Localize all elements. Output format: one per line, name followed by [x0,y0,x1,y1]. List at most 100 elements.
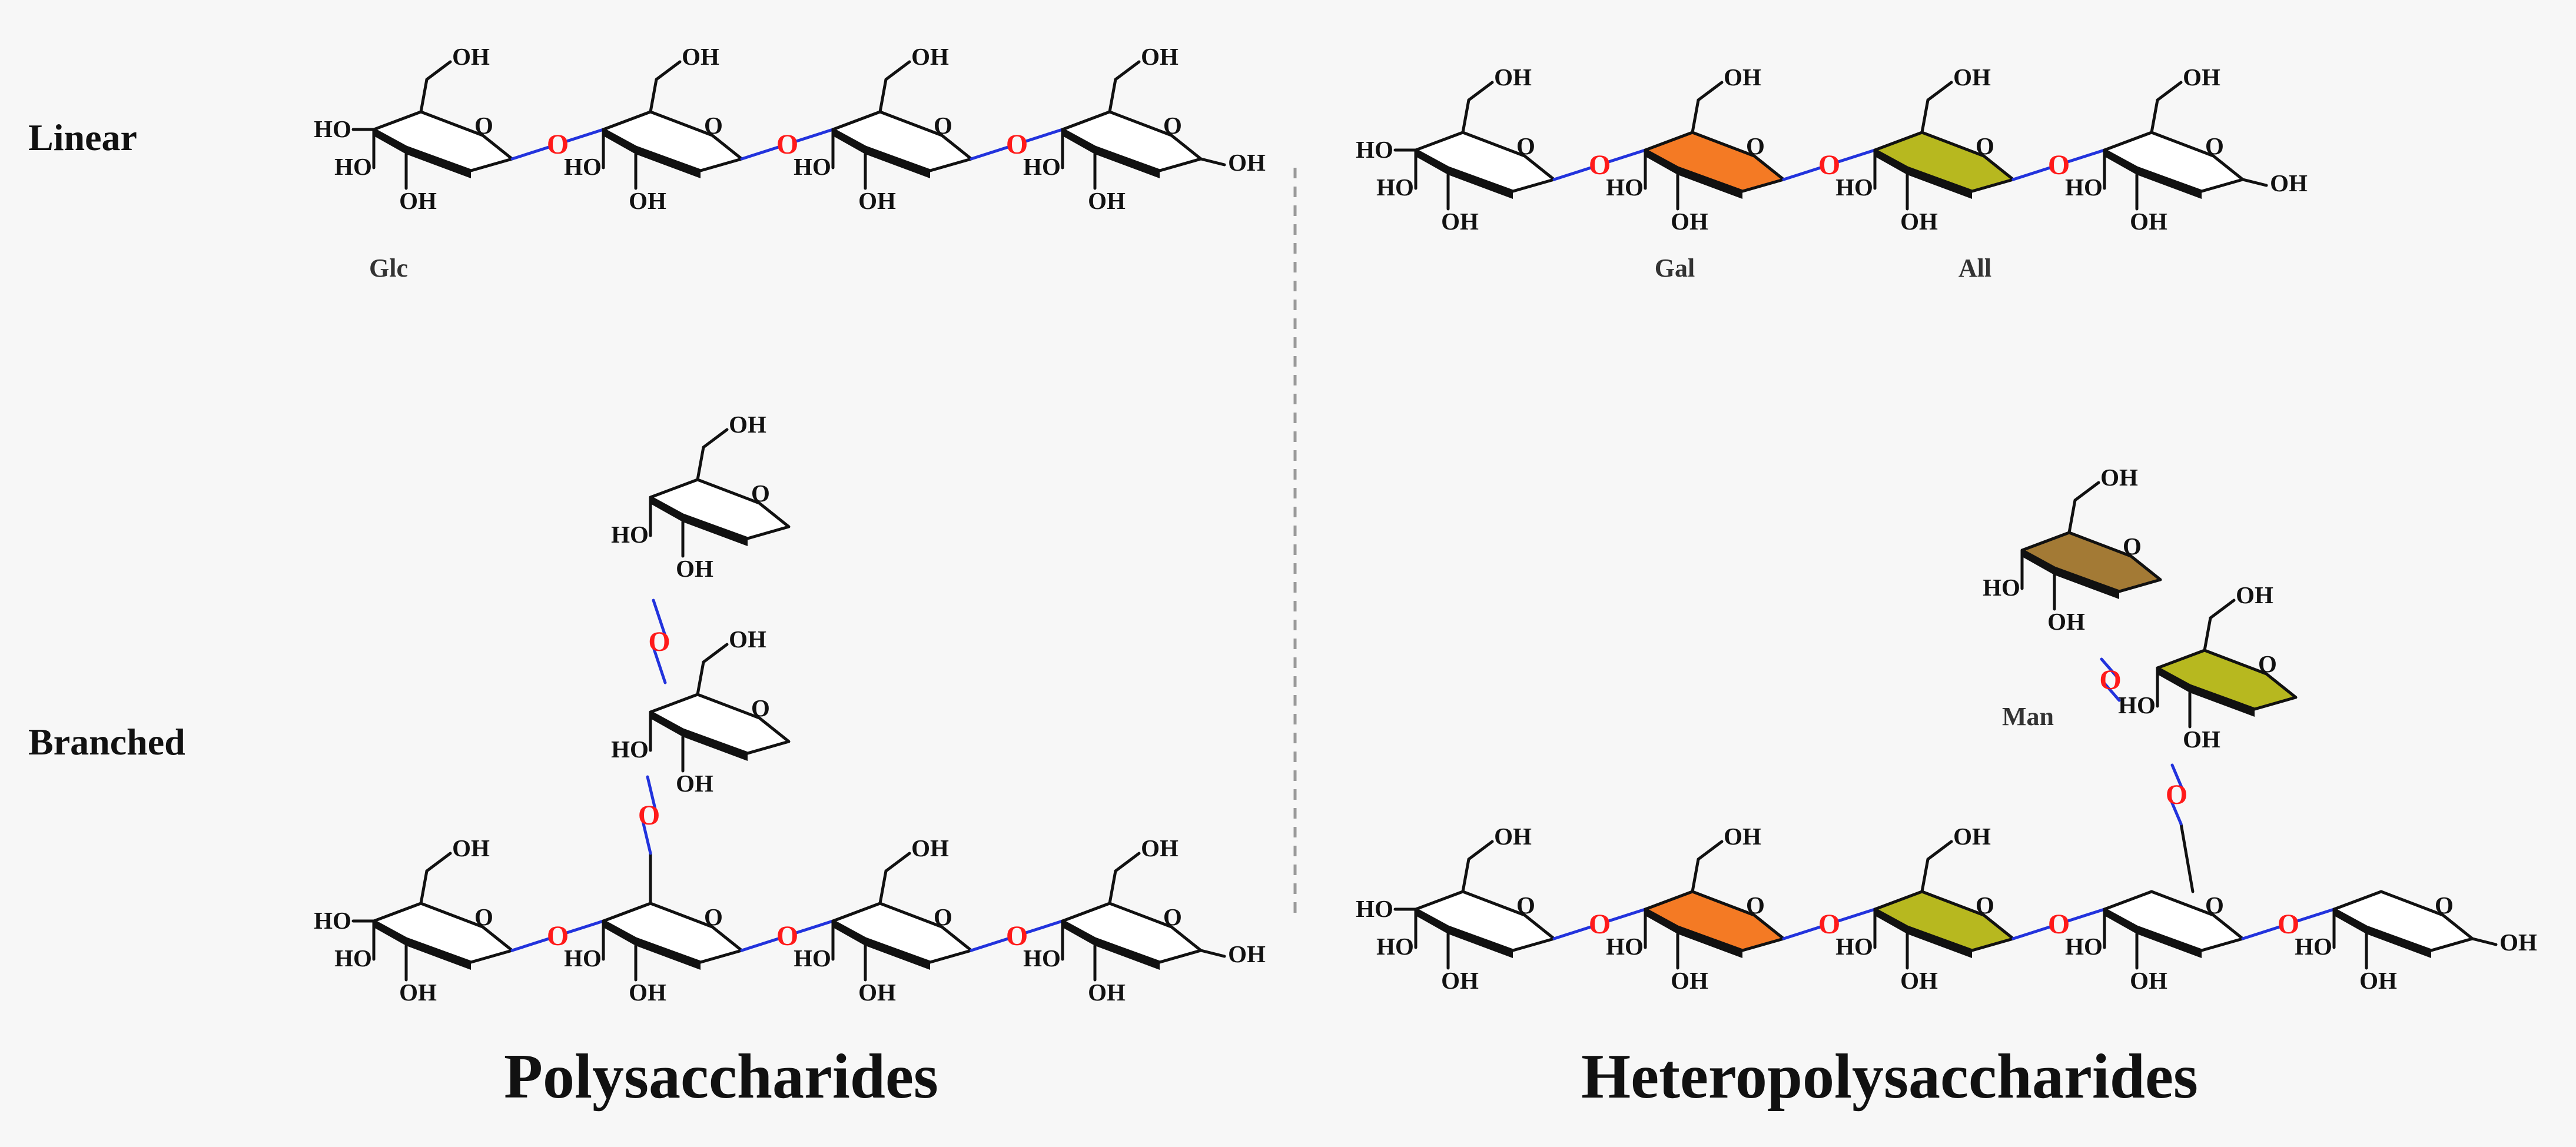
ring-oxygen: O [474,112,493,139]
branched-homo-residue-2: O HO OH [564,902,743,1006]
ring-oxygen: O [1746,892,1765,919]
hetero-branch-c6 [2179,822,2195,893]
bond-c6-o6 [2073,481,2100,502]
hydroxyl: OH [2100,464,2138,491]
ring-front-edge [2104,909,2137,934]
bond-c5-c6 [1920,857,1930,893]
bond-c5-c6 [878,869,888,905]
sugar-label-man: Man [2002,702,2054,731]
ring-oxygen: O [474,903,493,930]
molecule-layer: OOHHOHOOHOOOHHOOHOOOHHOOHOOOHHOOHOHOOHHO… [314,43,2537,1006]
ring-oxygen: O [934,112,952,139]
ring-oxygen: O [1976,892,1994,919]
branch-residue-2: O OH HO OH [611,411,791,582]
ring-front-edge [1416,150,1448,175]
hydroxyl: OH [1088,187,1126,214]
hydroxyl: OH [1494,823,1532,850]
linear-homo-link-3-bond-b [1023,128,1064,144]
branched-homo-link-2-oxygen: O [776,920,798,952]
ring-front-edge [683,515,748,546]
bond-c5-c6 [419,78,429,114]
ring-oxygen: O [2205,132,2224,159]
hydroxyl: HO [1983,574,2020,601]
linear-hetero-residue-4: O OH HO OH OH [2065,64,2308,235]
hydroxyl: OH [1494,64,1532,91]
hydroxyl: OH [676,555,713,582]
bond-c5-c6 [696,660,705,696]
ring-front-edge [1907,927,1972,958]
hydroxyl: HO [314,907,351,934]
bond-c6-o6 [702,643,729,664]
ring-front-edge [865,939,930,970]
hydroxyl: OH [1088,979,1126,1006]
bond-c6-o6 [1114,852,1141,873]
hydroxyl: OH [2130,208,2167,235]
hydroxyl: OH [2047,608,2085,635]
ring-oxygen: O [2205,892,2224,919]
row-label-branched: Branched [28,721,185,763]
branched-hetero-link-1-oxygen: O [1589,909,1611,940]
hydroxyl: OH [2359,967,2397,994]
ring-front-edge [1678,168,1742,199]
linear-hetero-residue-3: O OH HO OH [1835,64,2015,235]
hydroxyl: OH [452,835,490,862]
branch-link-2-bond-a [650,642,667,684]
branch-link-2-bond-b [652,599,668,641]
branched-hetero-residue-3: O OH HO OH [1835,823,2015,994]
hydroxyl: HO [1356,895,1393,922]
hydroxyl: OH [1228,940,1266,968]
bond-c5-c6 [2067,498,2077,534]
linear-homo-link-3-bond-a [970,145,1011,161]
hetero-branch-link-2-bond-a [2102,680,2121,702]
bond-c1-o1 [1199,949,1226,958]
branched-hetero-link-1-bond-b [1605,907,1647,923]
hydroxyl: OH [1441,208,1479,235]
ring-oxygen: O [751,480,770,507]
branched-homo-link-1-bond-b [563,919,605,935]
ring-front-edge [1678,927,1742,958]
bond-c6-o6 [655,60,682,81]
ring-front-edge [1095,939,1160,970]
ring-front-edge [833,921,865,946]
bond-c6-o6 [884,852,911,873]
hydroxyl: OH [676,770,713,797]
ring-front-edge [2104,150,2137,175]
branched-hetero-link-2-oxygen: O [1818,909,1840,940]
branched-homo-link-1-oxygen: O [547,920,569,952]
branched-hetero-link-3-oxygen: O [2048,909,2070,940]
hydroxyl: HO [334,945,372,972]
bond-c6-o6 [702,428,729,449]
ring-front-edge [2334,909,2366,934]
ring-oxygen: O [2258,650,2277,677]
linear-hetero-residue-1: O OH HO HO OH [1356,64,1556,235]
bond-c5-c6 [1108,869,1117,905]
branched-hetero-residue-4: O HO OH [2065,890,2245,994]
branched-hetero-link-4-bond-b [2294,907,2336,923]
linear-hetero-link-3-bond-b [2064,148,2106,164]
bond-c5-c6 [2203,616,2212,652]
ring-front-edge [2054,568,2119,599]
branched-hetero-link-4-oxygen: O [2278,909,2299,940]
ring-front-edge [1645,909,1678,934]
bond-c5-c6 [1461,857,1470,893]
ring-oxygen: O [1516,132,1535,159]
branch-link-2-oxygen: O [648,626,670,657]
hydroxyl: HO [314,115,351,142]
hydroxyl: HO [611,521,649,548]
ring-front-edge [406,939,471,970]
ring-front-edge [2366,927,2431,958]
ring-front-edge [1907,168,1972,199]
ring-front-edge [1063,129,1095,154]
hydroxyl: OH [2183,726,2220,753]
hydroxyl: OH [2130,967,2167,994]
bond-c5-c6 [1461,98,1470,134]
hydroxyl: HO [1376,174,1414,201]
hydroxyl: OH [1228,149,1266,176]
bond-c5-c6 [649,78,658,114]
branched-homo-link-2-bond-b [793,919,835,935]
branch-link-1-bond-b [646,775,658,814]
hydroxyl: HO [611,736,649,763]
ring-front-edge [1063,921,1095,946]
branched-homo-residue-1: O OH HO HO OH [314,835,514,1006]
